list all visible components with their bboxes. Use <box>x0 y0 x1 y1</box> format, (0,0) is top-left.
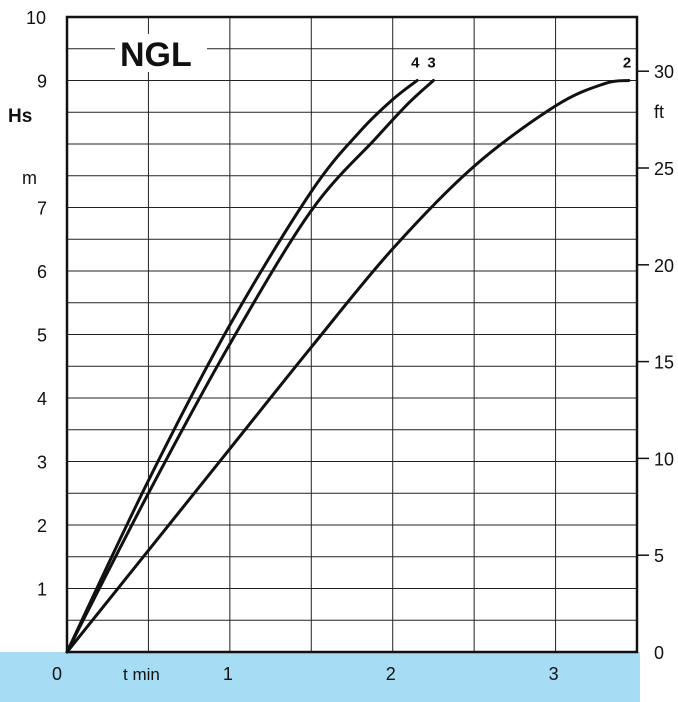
x-tick-label: 3 <box>549 664 559 684</box>
series-label-3: 3 <box>427 55 435 72</box>
y2-axis-unit: ft <box>654 102 664 122</box>
y2-tick-labels: 0 5 10 15 20 25 30 <box>654 62 674 663</box>
series-curve-4 <box>65 79 419 654</box>
y-tick-label: 10 <box>26 8 46 28</box>
x-axis-band <box>0 652 640 702</box>
y-tick-label: 2 <box>37 516 47 536</box>
series-label-2: 2 <box>623 55 631 72</box>
ft-axis-ticks <box>637 70 649 556</box>
x-axis-title: t min <box>123 665 160 684</box>
x-tick-labels: 0 1 2 3 <box>52 664 559 684</box>
x-tick-label: 1 <box>223 664 233 684</box>
ylabel-backdrop <box>4 100 48 190</box>
y2-tick-label: 15 <box>654 353 674 373</box>
y-tick-label: 6 <box>37 262 47 282</box>
y-axis-title: Hs <box>8 106 32 127</box>
x-tick-label: 2 <box>386 664 396 684</box>
chart-title: NGL <box>120 36 192 74</box>
series-curve-3 <box>65 79 435 654</box>
series-curve-2 <box>65 79 631 654</box>
y-tick-label: 4 <box>37 389 47 409</box>
y-tick-label: 5 <box>37 326 47 346</box>
y-tick-label: 7 <box>37 199 47 219</box>
y-tick-label: 3 <box>37 453 47 473</box>
y-tick-labels: 12345678910 <box>26 8 47 600</box>
grid <box>67 17 637 652</box>
y2-tick-label: 20 <box>654 256 674 276</box>
y2-tick-label: 5 <box>654 546 664 566</box>
series-label-4: 4 <box>411 55 420 72</box>
y-axis-unit: m <box>22 168 37 188</box>
title-backdrop <box>115 34 207 72</box>
y2-tick-label: 30 <box>654 62 674 82</box>
plot-frame <box>65 15 639 654</box>
x-tick-label: 0 <box>52 664 62 684</box>
y2-tick-label: 0 <box>654 643 664 663</box>
y2-tick-label: 25 <box>654 159 674 179</box>
y2-tick-label: 10 <box>654 449 674 469</box>
y-tick-label: 1 <box>37 580 47 600</box>
y-tick-label: 9 <box>37 72 47 92</box>
performance-curves <box>65 79 631 654</box>
